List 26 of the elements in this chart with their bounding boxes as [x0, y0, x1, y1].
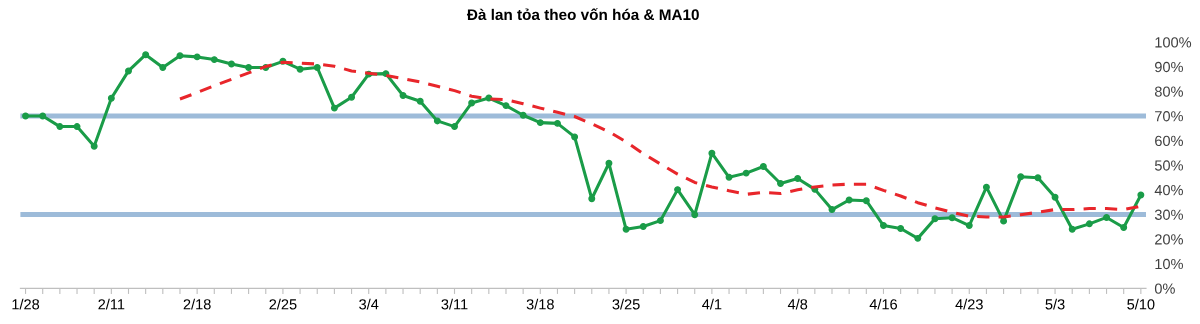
x-tick-label: 2/25 [269, 298, 297, 310]
chart-title: Đà lan tỏa theo vốn hóa & MA10 [466, 8, 699, 21]
y-tick-label: 90% [1155, 61, 1183, 73]
x-tick-label: 2/18 [183, 298, 211, 310]
x-tick-label: 3/18 [526, 298, 554, 310]
y-tick-label: 40% [1154, 184, 1183, 196]
x-tick-label: 4/1 [702, 298, 722, 310]
x-tick-label: 5/10 [1127, 298, 1155, 310]
x-tick-label: 3/11 [441, 298, 468, 310]
y-tick-label: 0% [1154, 283, 1175, 294]
x-tick-label: 4/8 [787, 298, 808, 310]
x-tick-label: 3/25 [612, 298, 640, 310]
y-tick-label: 20% [1155, 234, 1183, 245]
x-tick-label: 1/28 [12, 298, 40, 310]
y-tick-label: 60% [1155, 135, 1183, 147]
x-tick-label: 3/4 [359, 298, 379, 310]
x-tick-label: 5/3 [1045, 298, 1065, 310]
x-tick-label: 4/23 [955, 298, 983, 310]
y-tick-label: 80% [1154, 86, 1183, 97]
y-tick-label: 30% [1154, 209, 1183, 220]
y-tick-label: 100% [1155, 37, 1192, 48]
y-tick-label: 50% [1154, 160, 1183, 171]
x-tick-label: 4/16 [869, 298, 898, 310]
x-tick-label: 2/11 [98, 298, 125, 310]
y-tick-label: 70% [1155, 111, 1183, 122]
y-tick-label: 10% [1155, 258, 1183, 270]
